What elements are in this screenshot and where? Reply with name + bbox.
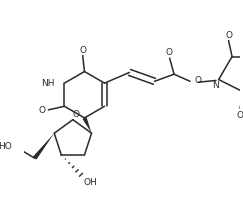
Text: O: O bbox=[73, 109, 80, 118]
Polygon shape bbox=[82, 117, 92, 134]
Text: NH: NH bbox=[41, 78, 55, 87]
Text: N: N bbox=[213, 80, 219, 89]
Text: O: O bbox=[195, 76, 202, 85]
Polygon shape bbox=[33, 134, 54, 160]
Text: O: O bbox=[236, 110, 243, 119]
Text: O: O bbox=[165, 48, 172, 57]
Text: O: O bbox=[225, 31, 232, 40]
Text: OH: OH bbox=[84, 178, 97, 186]
Text: HO: HO bbox=[0, 141, 11, 150]
Text: O: O bbox=[39, 106, 46, 115]
Text: O: O bbox=[79, 45, 86, 55]
